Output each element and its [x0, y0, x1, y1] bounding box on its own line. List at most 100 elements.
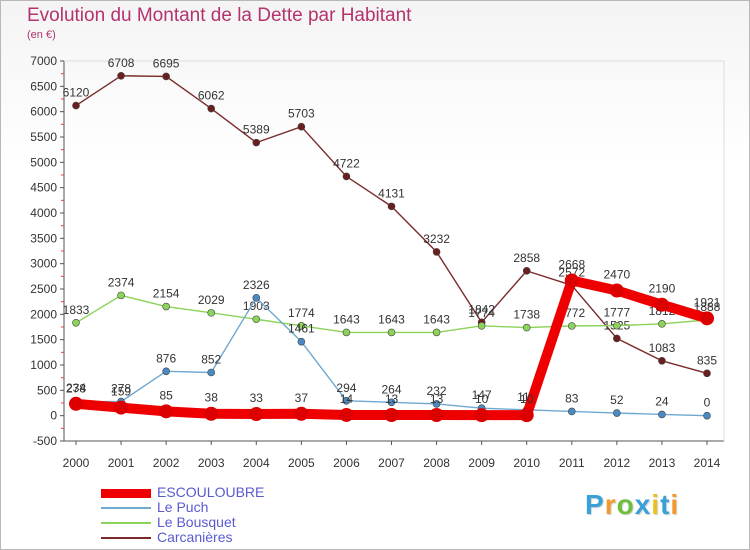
data-point [162, 72, 170, 81]
data-point [297, 337, 306, 346]
x-tick-label: 2005 [288, 456, 315, 470]
data-label: 38 [205, 391, 219, 405]
data-label: 14 [340, 392, 354, 406]
y-tick-label: 0 [50, 409, 57, 423]
data-label: 1842 [468, 302, 495, 316]
data-label: 876 [156, 351, 176, 365]
y-tick-label: 6000 [30, 105, 57, 119]
logo-letter: x [634, 489, 652, 520]
legend-item: Le Bousquet [101, 514, 341, 530]
data-label: 2470 [604, 268, 631, 282]
data-point [658, 410, 666, 419]
data-point [72, 318, 80, 327]
y-tick-label: 5500 [30, 130, 57, 144]
data-point [658, 320, 666, 328]
data-label: 1461 [288, 322, 315, 336]
data-label: 37 [295, 391, 309, 405]
data-point [72, 101, 80, 110]
legend-label: Le Bousquet [157, 514, 236, 530]
data-label: 24 [655, 394, 669, 408]
logo-letter: i [651, 489, 661, 520]
data-point [703, 411, 711, 420]
data-point [69, 396, 83, 411]
chart-title: Evolution du Montant de la Dette par Hab… [27, 5, 412, 26]
data-label: 3232 [423, 232, 450, 246]
data-label: 52 [610, 393, 624, 407]
data-label: 1888 [694, 300, 721, 314]
data-label: 5703 [288, 107, 315, 121]
data-point [162, 367, 170, 376]
x-tick-label: 2013 [649, 456, 676, 470]
data-label: 2154 [153, 287, 180, 301]
data-point [609, 283, 624, 298]
data-point [162, 302, 170, 311]
y-tick-label: 3000 [30, 257, 57, 271]
logo-letter: t [660, 489, 671, 520]
data-point [474, 408, 489, 423]
data-label: 278 [111, 382, 131, 396]
data-point [522, 267, 531, 275]
legend-item: Carcanières [101, 529, 341, 545]
legend-label: ESCOULOUBRE [157, 484, 265, 500]
data-label: 33 [250, 391, 264, 405]
legend: ESCOULOUBRE Le Puch Le Bousquet Carcanières [101, 484, 341, 545]
data-point [387, 202, 396, 211]
y-tick-label: -500 [33, 434, 57, 448]
data-label: 2374 [108, 275, 135, 289]
y-tick-label: 6500 [30, 79, 57, 93]
data-point [387, 398, 396, 407]
data-point [342, 396, 351, 405]
data-label: 4722 [333, 156, 360, 170]
x-tick-label: 2003 [198, 456, 225, 470]
data-point [342, 172, 351, 181]
data-point [297, 122, 306, 131]
data-label: 2858 [513, 251, 540, 265]
x-tick-label: 2009 [468, 456, 495, 470]
data-label: 13 [430, 392, 444, 406]
logo-letter: r [604, 489, 617, 520]
series-escouloubre: 234 159 85 38 33 37 14 13 13 10 10 2668 2470 2190 1921 [66, 257, 721, 423]
data-point [249, 406, 264, 421]
data-label: 6708 [108, 56, 135, 70]
data-label: 294 [336, 381, 356, 395]
data-point [432, 328, 441, 337]
data-point [252, 138, 261, 147]
legend-item: Le Puch [101, 499, 341, 515]
legend-swatch [101, 488, 151, 498]
data-label: 1777 [604, 306, 631, 320]
data-label: 1643 [333, 312, 360, 326]
data-point [339, 407, 354, 422]
legend-item: ESCOULOUBRE [101, 484, 341, 500]
y-tick-label: 4500 [30, 181, 57, 195]
data-label: 1643 [423, 312, 450, 326]
data-point [387, 328, 396, 337]
data-point [294, 406, 309, 421]
data-point [297, 321, 306, 330]
x-tick-label: 2006 [333, 456, 360, 470]
data-point [207, 104, 216, 113]
data-point [384, 408, 399, 423]
data-point [654, 297, 669, 312]
x-tick-label: 2011 [559, 456, 585, 470]
legend-swatch [101, 507, 151, 509]
data-label: 2572 [558, 265, 585, 279]
data-label: 835 [697, 353, 717, 367]
x-tick-label: 2007 [378, 456, 405, 470]
y-tick-label: 1500 [30, 333, 57, 347]
data-label: 10 [520, 392, 534, 406]
data-label: 0 [704, 396, 711, 410]
x-tick-label: 2012 [604, 456, 631, 470]
logo-letter: i [670, 489, 680, 520]
data-point [114, 400, 129, 415]
data-point [613, 409, 621, 417]
data-point [252, 315, 261, 324]
data-label: 4131 [378, 186, 405, 200]
data-label: 1643 [378, 312, 405, 326]
data-point [703, 369, 711, 378]
data-point [252, 294, 261, 302]
x-tick-label: 2014 [694, 456, 721, 470]
data-label: 2029 [198, 293, 225, 307]
x-tick-label: 2001 [108, 456, 135, 470]
